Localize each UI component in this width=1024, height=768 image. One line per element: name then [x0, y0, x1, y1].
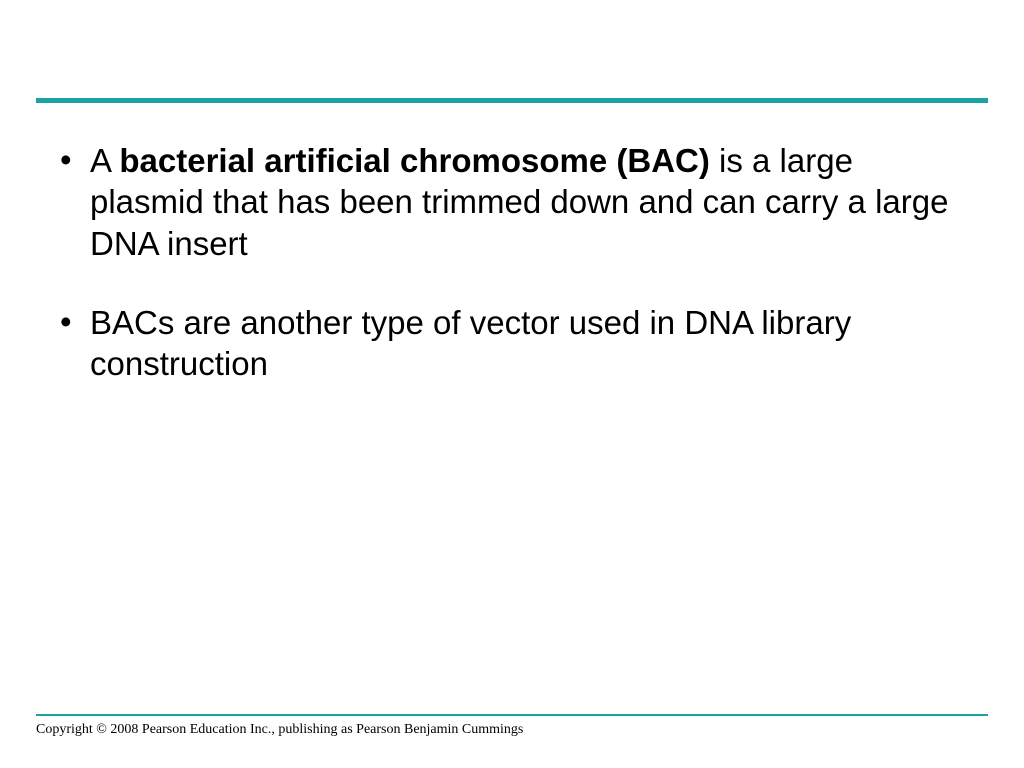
bullet-prefix: A — [90, 142, 119, 179]
bullet-marker: • — [60, 302, 90, 342]
content-area: • A bacterial artificial chromosome (BAC… — [60, 140, 964, 422]
bullet-item: • BACs are another type of vector used i… — [60, 302, 964, 385]
bullet-text: BACs are another type of vector used in … — [90, 302, 964, 385]
bullet-item: • A bacterial artificial chromosome (BAC… — [60, 140, 964, 264]
top-horizontal-rule — [36, 98, 988, 103]
copyright-text: Copyright © 2008 Pearson Education Inc.,… — [36, 722, 523, 738]
bottom-horizontal-rule — [36, 714, 988, 716]
bullet-text: A bacterial artificial chromosome (BAC) … — [90, 140, 964, 264]
bullet-suffix: BACs are another type of vector used in … — [90, 304, 851, 382]
slide: • A bacterial artificial chromosome (BAC… — [0, 0, 1024, 768]
bullet-marker: • — [60, 140, 90, 180]
bullet-bold: bacterial artificial chromosome (BAC) — [119, 142, 710, 179]
